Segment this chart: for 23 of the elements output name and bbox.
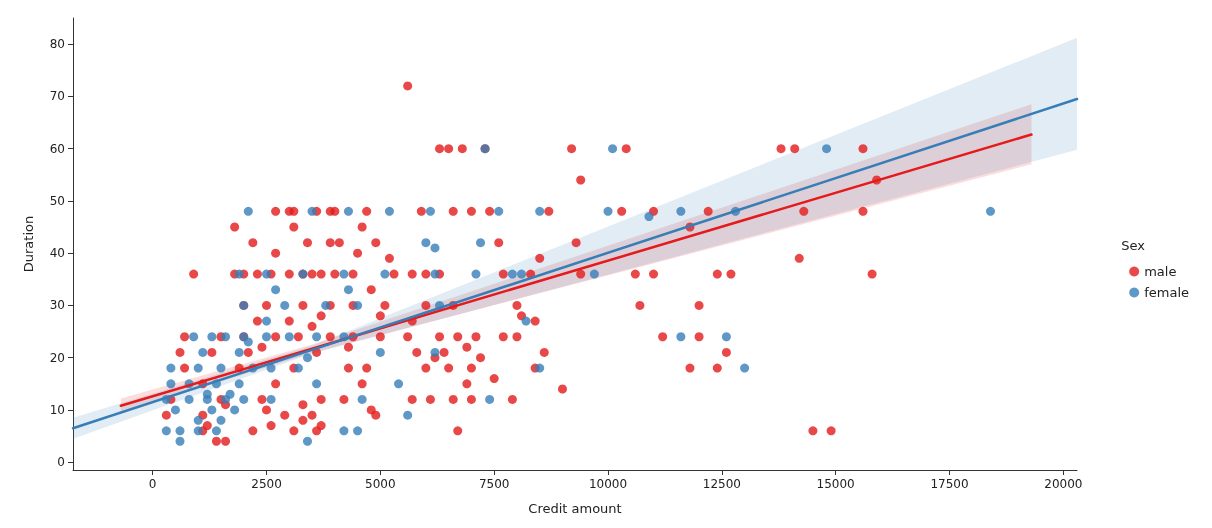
x-tick-label: 20000	[1044, 477, 1083, 491]
x-tick-label: 15000	[816, 477, 855, 491]
legend-title: Sex	[1121, 238, 1146, 253]
x-tick-label: 0	[148, 477, 157, 491]
x-tick-label: 12500	[702, 477, 741, 491]
y-tick-label: 0	[57, 455, 65, 470]
y-tick-label: 10	[49, 402, 65, 417]
y-tick-label: 20	[49, 350, 65, 365]
legend-label: female	[1144, 285, 1190, 300]
y-tick-label: 70	[49, 89, 65, 104]
y-tick-label: 40	[49, 246, 65, 261]
x-tick-label: 5000	[365, 477, 396, 491]
y-tick-label: 60	[49, 141, 65, 156]
y-tick-label: 30	[49, 298, 65, 313]
legend-label: male	[1144, 264, 1177, 279]
x-tick-label: 2500	[251, 477, 282, 491]
y-axis-title: Duration	[21, 215, 36, 273]
x-axis-title: Credit amount	[528, 501, 622, 516]
x-tick-label: 7500	[478, 477, 510, 491]
y-tick-label: 80	[49, 37, 65, 52]
x-tick-label: 10000	[588, 477, 628, 491]
y-tick-label: 50	[49, 193, 65, 208]
x-tick-label: 17500	[930, 477, 969, 491]
